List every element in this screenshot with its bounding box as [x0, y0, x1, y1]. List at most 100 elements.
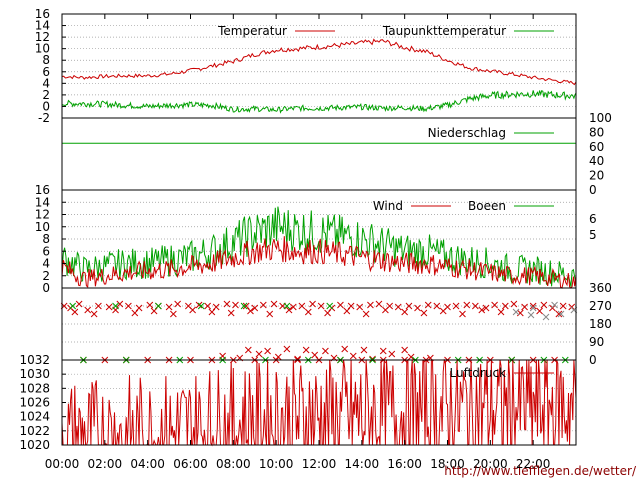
wind-y-label: 0 [42, 281, 50, 295]
x-tick-label: 04:00 [130, 457, 165, 471]
wind-direction-mark [131, 309, 139, 317]
wind-direction-mark [212, 303, 220, 311]
wind-direction-mark [240, 302, 248, 310]
temperature-line [61, 38, 577, 86]
pressure-y-label: 1028 [19, 381, 50, 395]
wind-direction-mark [557, 310, 565, 318]
temp-y-label: 8 [42, 53, 50, 67]
wind-direction-mark [512, 308, 520, 316]
legend-precipitation-label: Niederschlag [428, 126, 506, 140]
wind-direction-mark [204, 302, 211, 310]
credit-text: http://www.tiefflegen.de/wetter/ [444, 464, 637, 478]
wind-direction-mark [165, 303, 173, 311]
wind-direction-mark [95, 302, 102, 310]
wind-direction-mark [266, 310, 274, 318]
wind-direction-mark [549, 304, 556, 312]
precip-y-label: 0 [589, 183, 597, 197]
wind-direction-mark [294, 355, 301, 363]
wind-direction-mark [527, 311, 535, 319]
wind-direction-mark [326, 302, 334, 310]
wind-direction-mark [367, 301, 374, 309]
pressure-y-label: 1024 [19, 410, 50, 424]
wind-direction-mark [244, 346, 252, 354]
wind-y-label: 10 [35, 220, 50, 234]
wind-direction-mark [482, 304, 490, 312]
legend-dewpoint-label: Taupunkttemperatur [382, 24, 506, 38]
direction-y-label: 90 [589, 335, 604, 349]
wind-direction-mark [341, 345, 349, 353]
wind-direction-mark [146, 301, 154, 309]
wind-y-label: 14 [35, 195, 50, 209]
temp-y-label: 4 [42, 76, 50, 90]
wind-direction-mark [309, 300, 316, 308]
wind-direction-mark [242, 302, 250, 310]
precip-y-label: 40 [589, 154, 604, 168]
direction-y-label: 360 [589, 281, 612, 295]
wind-direction-mark [232, 301, 239, 309]
wind-direction-mark [401, 308, 409, 316]
wind-y2-label: 5 [589, 228, 597, 242]
wind-direction-mark [379, 347, 387, 355]
wind-direction-mark [135, 304, 143, 312]
wind-direction-mark [375, 300, 383, 308]
wind-direction-mark [394, 303, 402, 311]
wind-direction-mark [264, 347, 271, 355]
wind-direction-mark [521, 303, 528, 311]
wind-direction-mark [116, 300, 124, 308]
x-tick-label: 02:00 [88, 457, 123, 471]
wind-direction-mark [223, 300, 231, 308]
temp-y-label: 10 [35, 42, 50, 56]
wind-direction-mark [536, 307, 543, 315]
wind-direction-mark [405, 302, 413, 310]
x-tick-label: 18:00 [430, 457, 465, 471]
x-tick-label: 16:00 [387, 457, 422, 471]
precip-y-label: 20 [589, 169, 604, 183]
wind-direction-mark [347, 302, 355, 310]
wind-direction-mark [304, 308, 312, 316]
x-tick-label: 12:00 [302, 457, 337, 471]
wind-direction-mark [324, 309, 331, 317]
x-tick-label: 14:00 [345, 457, 380, 471]
temp-y-label: 12 [35, 30, 50, 44]
wind-direction-mark [283, 302, 291, 310]
temp-y-label: 16 [35, 7, 50, 21]
wind-y2-label: 6 [589, 212, 597, 226]
wind-direction-mark [174, 300, 182, 308]
precip-y-label: 60 [589, 140, 604, 154]
wind-direction-mark [155, 302, 162, 310]
wind-direction-mark [401, 346, 409, 354]
wind-direction-mark [298, 302, 306, 310]
wind-line [61, 236, 577, 289]
legend-gust-label: Boeen [468, 199, 506, 213]
wind-direction-mark [369, 355, 376, 363]
wind-direction-mark [555, 310, 563, 318]
direction-y-label: 270 [589, 299, 612, 313]
wind-direction-mark [337, 301, 344, 309]
wind-direction-mark [551, 301, 558, 309]
x-tick-label: 06:00 [173, 457, 208, 471]
wind-direction-mark [501, 302, 509, 310]
wind-direction-mark [529, 302, 537, 310]
wind-direction-mark [317, 302, 325, 310]
wind-direction-mark [471, 302, 479, 310]
wind-direction-mark [407, 353, 415, 361]
panel-frame-3 [61, 287, 577, 361]
wind-direction-mark [285, 306, 293, 314]
x-tick-label: 20:00 [473, 457, 508, 471]
legend-pressure-label: Luftdruck [449, 366, 506, 380]
temp-y-label: -2 [38, 111, 50, 125]
wind-direction-mark [170, 310, 177, 318]
wind-direction-mark [322, 347, 329, 355]
wind-direction-mark [251, 304, 259, 312]
legend-wind-label: Wind [373, 199, 403, 213]
wind-direction-mark [208, 308, 216, 316]
wind-direction-mark [388, 350, 396, 358]
wind-direction-mark [247, 307, 254, 315]
wind-direction-mark [529, 304, 537, 312]
wind-direction-mark [112, 302, 119, 310]
wind-direction-mark [71, 308, 79, 316]
x-tick-label: 08:00 [216, 457, 251, 471]
wind-y-label: 4 [42, 257, 50, 271]
